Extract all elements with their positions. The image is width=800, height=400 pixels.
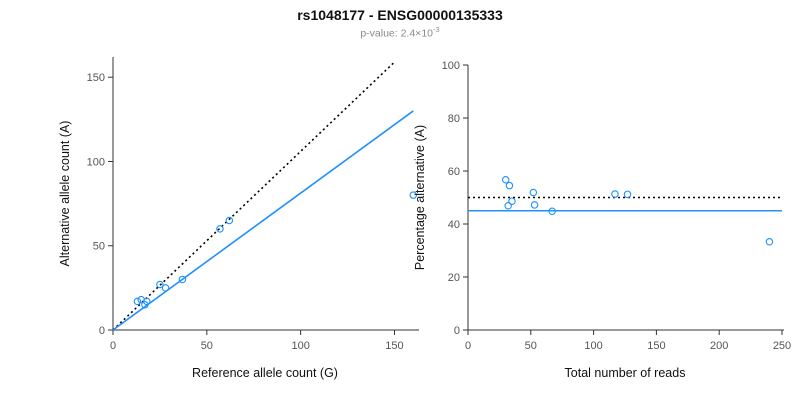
p-value-exponent: -3 (433, 25, 440, 34)
data-point (156, 280, 164, 289)
x-axis-label: Reference allele count (G) (192, 366, 338, 380)
allele-count-plot: 0 50 100 150 0 50 100 150 Reference allele count… (58, 57, 419, 380)
chart-subtitle: p-value: 2.4×10-3 (0, 25, 800, 40)
data-point (225, 216, 234, 225)
chart-title: rs1048177 - ENSG00000135333 (297, 7, 503, 23)
x-tick-label: 100 (584, 340, 602, 352)
data-point (133, 297, 142, 306)
p-value-text: p-value: 2.4×10 (360, 27, 433, 40)
data-point (178, 275, 187, 284)
data-point (501, 175, 510, 184)
x-tick-label: 50 (201, 340, 213, 352)
x-tick-label: 100 (291, 340, 309, 352)
x-tick-label: 250 (773, 340, 791, 352)
data-point (530, 201, 539, 209)
data-point (409, 191, 417, 199)
y-axis-label: Percentage alternative (A) (413, 125, 427, 270)
y-tick-label: 80 (448, 113, 460, 125)
data-point (216, 225, 224, 233)
y-tick-label: 100 (442, 60, 460, 72)
x-tick-label: 0 (110, 340, 116, 352)
data-point (161, 284, 170, 292)
data-point (529, 188, 538, 197)
data-point (623, 190, 632, 199)
y-tick-label: 40 (448, 219, 460, 231)
x-tick-label: 200 (710, 340, 728, 352)
data-point (765, 238, 774, 246)
data-point (505, 181, 514, 190)
y-tick-label: 20 (448, 272, 460, 284)
data-point (504, 201, 512, 210)
y-tick-label: 150 (87, 72, 105, 84)
data-point (143, 297, 151, 306)
y-tick-label: 100 (87, 156, 105, 168)
fit-line (112, 110, 414, 331)
data-point (611, 190, 619, 198)
y-axis-label: Alternative allele count (A) (58, 121, 72, 267)
x-tick-label: 150 (385, 340, 403, 352)
x-tick-label: 0 (465, 340, 471, 352)
y-tick-label: 0 (99, 325, 105, 337)
y-tick-label: 0 (454, 325, 460, 337)
identity-line (112, 61, 396, 331)
percentage-plot: 0 50 100 150 200 250 0 20 40 60 80 100 Total number … (413, 60, 791, 380)
x-tick-label: 150 (647, 340, 665, 352)
y-tick-label: 60 (448, 166, 460, 178)
data-point (548, 207, 556, 216)
x-axis-label: Total number of reads (565, 366, 686, 380)
y-tick-label: 50 (93, 241, 105, 253)
x-tick-label: 50 (525, 340, 537, 352)
data-point (508, 197, 516, 205)
